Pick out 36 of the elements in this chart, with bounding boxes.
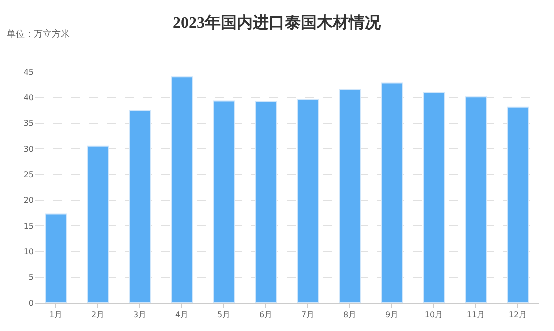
bar <box>171 76 193 303</box>
x-tick-label: 4月 <box>175 310 189 320</box>
y-tick-label: 0 <box>28 298 34 308</box>
chart-title: 2023年国内进口泰国木材情况 <box>173 14 382 32</box>
bar <box>465 96 487 303</box>
bar <box>129 110 151 303</box>
y-tick-label: 10 <box>24 247 34 256</box>
y-tick-label: 30 <box>24 144 34 154</box>
y-tick-label: 25 <box>24 170 34 180</box>
bar <box>339 89 361 303</box>
y-tick-label: 15 <box>24 222 34 231</box>
bar <box>255 101 277 303</box>
x-tick-label: 1月 <box>49 310 63 320</box>
x-tick-label: 12月 <box>508 310 528 320</box>
x-tick-label: 8月 <box>343 310 357 320</box>
bar <box>45 214 67 303</box>
bar <box>213 100 235 303</box>
bar <box>423 92 445 303</box>
x-tick-label: 10月 <box>424 310 444 320</box>
x-tick-label: 5月 <box>217 310 231 320</box>
chart-subtitle: 单位：万立方米 <box>7 29 70 40</box>
bar <box>507 106 529 303</box>
x-tick-label: 9月 <box>385 310 399 320</box>
y-tick-label: 40 <box>24 93 34 102</box>
x-tick-label: 3月 <box>133 310 147 320</box>
x-tick-label: 11月 <box>466 310 486 320</box>
y-tick-label: 20 <box>24 196 34 206</box>
bar <box>87 146 109 303</box>
x-tick-label: 2月 <box>91 310 105 320</box>
bar <box>381 82 403 303</box>
x-tick-label: 7月 <box>301 310 315 320</box>
x-tick-label: 6月 <box>259 310 273 320</box>
bar <box>297 99 319 303</box>
y-tick-label: 45 <box>24 68 34 77</box>
y-tick-label: 35 <box>24 119 34 128</box>
y-tick-label: 5 <box>28 273 34 282</box>
